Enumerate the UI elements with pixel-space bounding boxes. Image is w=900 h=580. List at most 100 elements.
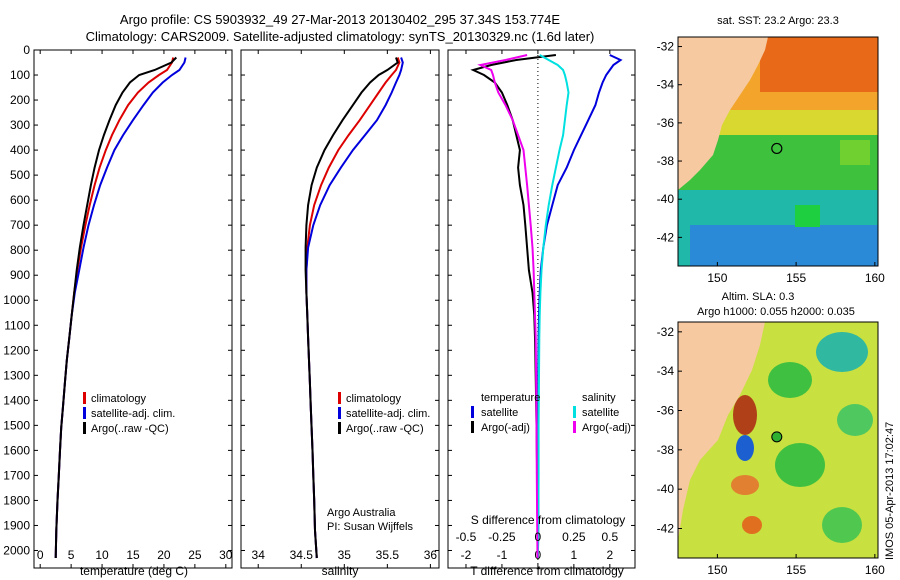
- x-tick-label: 34.5: [290, 548, 314, 562]
- map-y-tick-label: -32: [657, 325, 675, 339]
- legend-label-t-argo: Argo(-adj): [481, 422, 530, 434]
- difference-plot-area: [447, 49, 636, 569]
- salinity-legend: climatology satellite-adj. clim. Argo(..…: [338, 392, 430, 435]
- sst-argo-marker: [771, 142, 783, 155]
- salinity-panel: 34 34.5 35 35.5 36 salinity climatology sate…: [240, 49, 440, 578]
- map-y-tick-label: -36: [657, 116, 675, 130]
- depth-tick-label: 800: [10, 243, 30, 257]
- sst-map-title: sat. SST: 23.2 Argo: 23.3: [717, 15, 839, 27]
- depth-tick-label: 600: [10, 193, 30, 207]
- x-tick-label: 20: [157, 548, 171, 562]
- map-y-tick-label: -34: [657, 78, 675, 92]
- legend-label-climatology: climatology: [91, 393, 147, 405]
- difference-legend: temperature salinity satellite Argo(-adj…: [471, 392, 631, 434]
- sst-map: sat. SST: 23.2 Argo: 23.3 150 155 160 -32 -3…: [657, 15, 886, 285]
- depth-tick-label: 700: [10, 218, 30, 232]
- sla-eddy-6: [837, 404, 873, 436]
- depth-tick-label: 1500: [3, 418, 30, 432]
- sla-eddy-4: [736, 435, 754, 461]
- s-tick-label: 0.25: [562, 530, 586, 544]
- sst-cold-region: [690, 225, 878, 266]
- series-line-argo-raw-qc-: [54, 56, 178, 559]
- depth-tick-label: 1300: [3, 368, 30, 382]
- x-tick-label: 25: [188, 548, 202, 562]
- legend-swatch-satellite: [338, 407, 341, 419]
- temperature-legend: climatology satellite-adj. clim. Argo(..…: [83, 392, 175, 435]
- x-tick-label: 30: [219, 548, 233, 562]
- map-y-tick-label: -40: [657, 482, 675, 496]
- legend-label-t-satellite: satellite: [481, 407, 518, 419]
- difference-depth-ticks: [448, 49, 635, 551]
- legend-label-argo: Argo(..raw -QC): [91, 423, 169, 435]
- legend-swatch-t-argo: [471, 421, 474, 433]
- map-y-tick-label: -42: [657, 522, 675, 536]
- salinity-depth-ticks: [241, 49, 439, 551]
- s-tick-label: 0.5: [601, 530, 618, 544]
- depth-tick-label: 1700: [3, 468, 30, 482]
- legend-label-s-satellite: satellite: [582, 407, 619, 419]
- x-tick-label: 0: [37, 548, 44, 562]
- depth-tick-label: 1100: [4, 318, 30, 332]
- temperature-panel: 0100200300400500600700800900100011001200…: [3, 43, 233, 578]
- temperature-plot-area: [33, 49, 233, 569]
- depth-tick-label: 1900: [3, 518, 30, 532]
- legend-label-climatology: climatology: [346, 393, 402, 405]
- x-tick-label: 10: [95, 548, 109, 562]
- map-y-tick-label: -34: [657, 364, 675, 378]
- sla-map-frame: [677, 321, 879, 559]
- sla-eddy-9: [822, 507, 862, 543]
- sst-blob-2: [840, 140, 870, 165]
- map-y-tick-label: -40: [657, 192, 675, 206]
- depth-tick-label: 900: [10, 268, 30, 282]
- x-tick-label: 35.5: [376, 548, 400, 562]
- x-tick-label: -1: [497, 548, 508, 562]
- t-diff-xlabel: T difference from climatology: [470, 564, 624, 578]
- legend-swatch-s-argo: [573, 421, 576, 433]
- sla-eddy-5: [775, 443, 825, 487]
- credit-argo-australia: Argo Australia: [327, 507, 396, 519]
- s-tick-label: -0.25: [488, 530, 516, 544]
- legend-swatch-argo: [338, 422, 341, 434]
- sla-map-title: Altim. SLA: 0.3: [722, 291, 795, 303]
- map-x-tick-label: 160: [865, 563, 885, 577]
- difference-panel: -2 -1 0 1 2 S difference from climatology -0…: [447, 49, 636, 578]
- map-y-tick-label: -36: [657, 404, 675, 418]
- s-diff-label: S difference from climatology: [471, 513, 626, 527]
- legend-label-s-argo: Argo(-adj): [582, 422, 631, 434]
- legend-swatch-argo: [83, 422, 86, 434]
- imos-label: IMOS 05-Apr-2013 17:02:47: [884, 422, 896, 560]
- depth-tick-label: 200: [10, 93, 30, 107]
- sla-land: [678, 322, 765, 540]
- legend-swatch-climatology: [338, 392, 341, 404]
- x-tick-label: 15: [126, 548, 140, 562]
- sla-argo-marker: [771, 431, 783, 443]
- legend-label-satellite: satellite-adj. clim.: [346, 408, 430, 420]
- x-tick-label: 2: [606, 548, 613, 562]
- legend-swatch-climatology: [83, 392, 86, 404]
- sla-map-axes: 150 155 160 -32 -34 -36 -38 -40 -42: [657, 325, 886, 577]
- depth-tick-label: 500: [10, 168, 30, 182]
- x-tick-label: 34: [252, 548, 266, 562]
- legend-swatch-t-satellite: [471, 406, 474, 418]
- x-tick-label: 36: [424, 548, 438, 562]
- legend-label-argo: Argo(..raw -QC): [346, 423, 424, 435]
- depth-tick-label: 1800: [3, 493, 30, 507]
- sst-hot-region: [760, 37, 878, 92]
- x-tick-label: 5: [68, 548, 75, 562]
- legend-title-temperature: temperature: [481, 392, 540, 404]
- sla-map-subtitle: Argo h1000: 0.055 h2000: 0.035: [697, 306, 855, 318]
- salinity-xlabel: salinity: [322, 564, 359, 578]
- map-x-tick-label: 160: [865, 271, 885, 285]
- sla-eddy-7: [731, 475, 759, 495]
- x-tick-label: 1: [571, 548, 578, 562]
- series-line-argo-raw-qc-: [304, 57, 399, 559]
- depth-tick-label: 1400: [3, 393, 30, 407]
- series-line-salinity-satellite: [536, 54, 570, 559]
- map-x-tick-label: 155: [786, 563, 806, 577]
- legend-title-salinity: salinity: [582, 392, 616, 404]
- legend-swatch-s-satellite: [573, 406, 576, 418]
- salinity-series: [304, 57, 404, 559]
- sst-yellow-band: [700, 110, 878, 135]
- map-x-tick-label: 150: [707, 563, 727, 577]
